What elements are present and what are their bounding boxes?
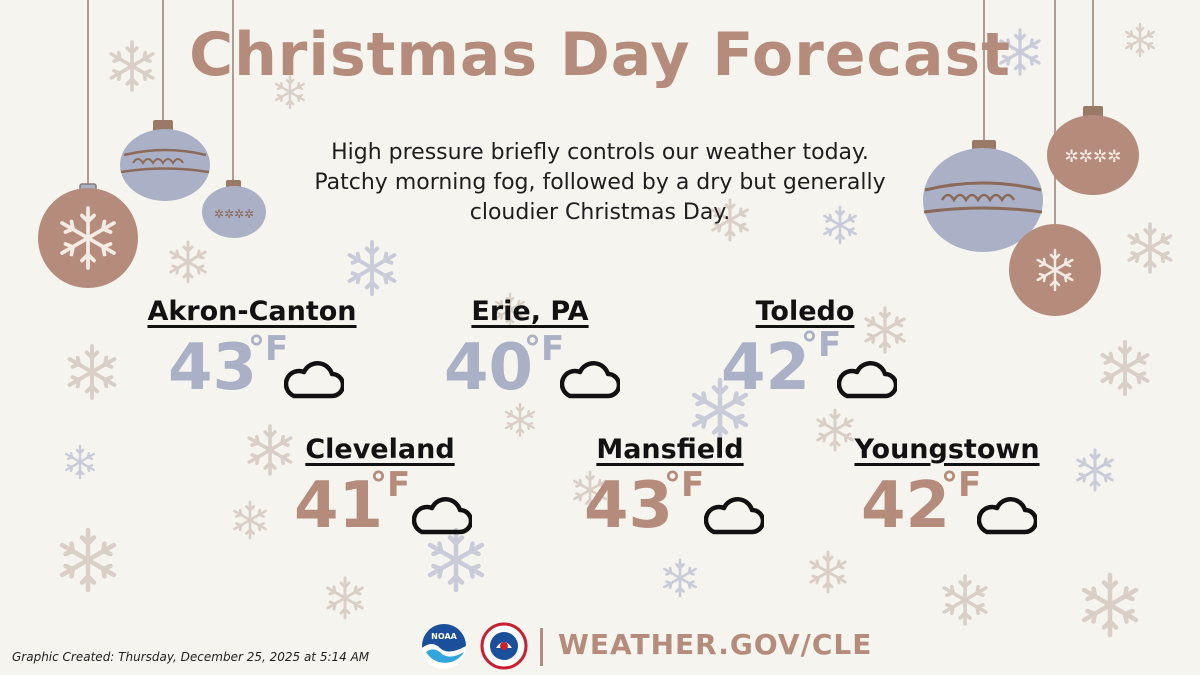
city-youngstown: Youngstown 42 °F [807, 434, 1087, 564]
temperature: 40 [444, 331, 534, 405]
temperature-unit: °F [370, 465, 411, 505]
temperature: 42 [721, 331, 811, 405]
temperature-unit: °F [248, 329, 289, 369]
cloudy-icon [412, 492, 472, 536]
website-link[interactable]: WEATHER.GOV/CLE [558, 628, 873, 661]
temperature-unit: °F [664, 465, 705, 505]
city-erie-pa: Erie, PA 40 °F [390, 296, 670, 426]
city-name: Cleveland [305, 434, 455, 465]
summary-line: Patchy morning fog, followed by a dry bu… [314, 170, 886, 195]
ornament-right-top: ✲✲✲✲ [1047, 0, 1139, 262]
temperature-unit: °F [941, 465, 982, 505]
ornament-right-bottom [1009, 224, 1101, 316]
temperature: 41 [294, 469, 384, 543]
graphic-created-timestamp: Graphic Created: Thursday, December 25, … [12, 650, 370, 664]
temperature-unit: °F [524, 329, 565, 369]
cloudy-icon [560, 356, 620, 400]
noaa-logo: NOAA [422, 624, 467, 670]
city-name: Youngstown [854, 434, 1040, 465]
ornament-left-small: ✲✲✲✲ [202, 0, 266, 238]
summary-line: High pressure briefly controls our weath… [331, 140, 869, 165]
temperature: 42 [861, 469, 951, 543]
cloudy-icon [704, 492, 764, 536]
ornament-right-blue [923, 0, 1043, 252]
svg-text:✲✲✲✲: ✲✲✲✲ [214, 207, 254, 221]
cloudy-icon [284, 356, 344, 400]
page-title: Christmas Day Forecast [189, 20, 1011, 90]
svg-text:✲✲✲✲: ✲✲✲✲ [1065, 147, 1122, 167]
city-name: Erie, PA [471, 296, 589, 327]
city-name: Toledo [755, 296, 855, 327]
summary-line: cloudier Christmas Day. [469, 200, 731, 225]
city-cleveland: Cleveland 41 °F [240, 434, 520, 564]
city-toledo: Toledo 42 °F [665, 296, 945, 426]
nws-logo [480, 622, 528, 670]
cloudy-icon [837, 356, 897, 400]
ornament-left-blue [120, 0, 210, 201]
ornament-left-large [38, 0, 138, 288]
city-akron-canton: Akron-Canton 43 °F [112, 296, 392, 426]
temperature: 43 [168, 331, 258, 405]
city-name: Akron-Canton [147, 296, 357, 327]
temperature: 43 [584, 469, 674, 543]
city-name: Mansfield [596, 434, 744, 465]
forecast-summary: High pressure briefly controls our weath… [300, 138, 900, 228]
city-mansfield: Mansfield 43 °F [530, 434, 810, 564]
footer-divider [540, 628, 543, 666]
temperature-unit: °F [801, 325, 842, 365]
svg-text:NOAA: NOAA [431, 632, 457, 641]
cloudy-icon [977, 492, 1037, 536]
